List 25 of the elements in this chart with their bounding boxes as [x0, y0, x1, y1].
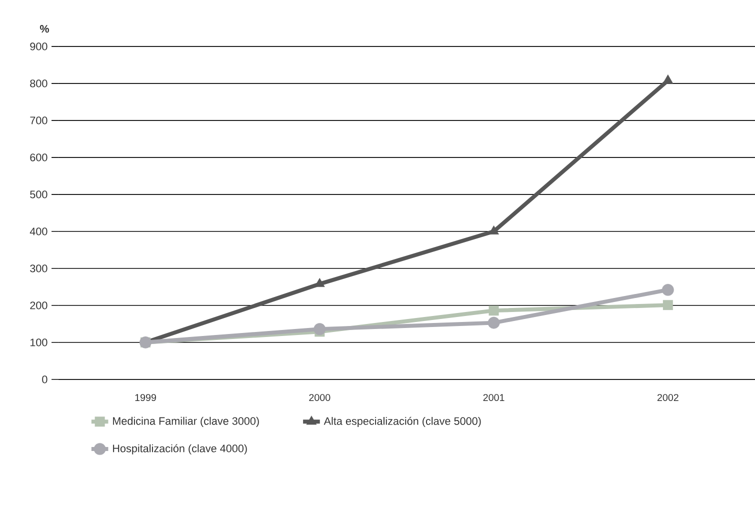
- point: [314, 323, 326, 336]
- y-tick-label: 800: [30, 80, 48, 88]
- legend-label: Hospitalización (clave 4000): [113, 444, 247, 454]
- legend-label: Alta especialización (clave 5000): [324, 416, 481, 428]
- y-tick-label: 500: [30, 190, 48, 198]
- y-tick-label: 400: [30, 228, 48, 236]
- y-tick-label: 600: [30, 154, 48, 162]
- point: [662, 300, 673, 310]
- point: [488, 226, 499, 235]
- y-tick-label: 700: [30, 116, 48, 124]
- y-tick-label: 300: [30, 264, 48, 272]
- y-tick-label: 200: [30, 302, 48, 310]
- point: [662, 284, 674, 296]
- x-tick-label: 1999: [135, 394, 156, 402]
- legend-label: Medicina Familiar (clave 3000): [113, 416, 259, 428]
- x-tick-label: 2002: [657, 394, 678, 402]
- point: [488, 316, 500, 329]
- point: [488, 306, 499, 316]
- y-tick-label: 900: [30, 42, 48, 50]
- x-tick-label: 2000: [309, 394, 330, 402]
- y-tick-label: 0: [42, 376, 48, 384]
- y-tick-label: 100: [30, 338, 48, 346]
- x-tick-label: 2001: [483, 394, 504, 402]
- point: [662, 74, 674, 84]
- y-axis-title: %: [40, 25, 50, 33]
